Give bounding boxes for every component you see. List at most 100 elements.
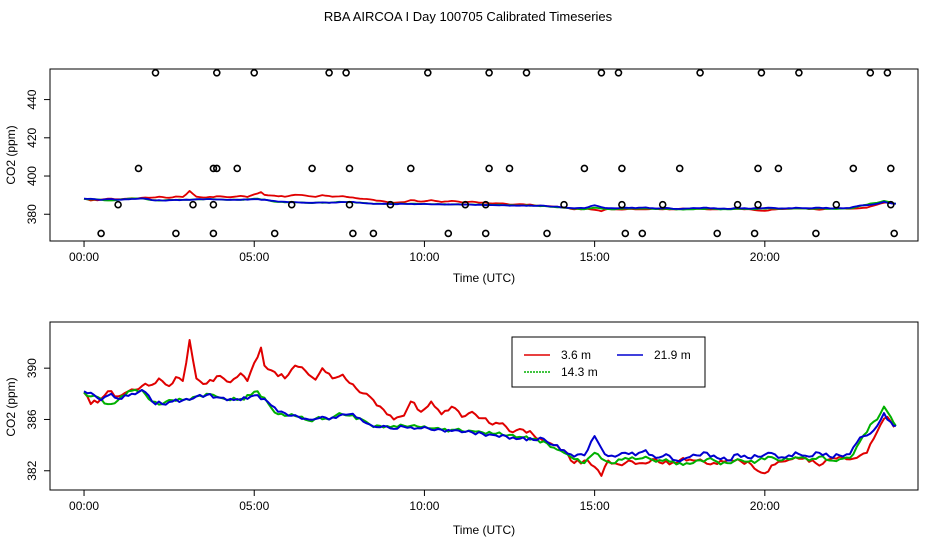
bottom-series-group [83, 339, 897, 477]
calibration-point [849, 164, 858, 173]
bottom-panel: 00:00 05:00 10:00 15:00 20:00 382 386 390 Time… [4, 321, 919, 537]
calibration-point [505, 164, 514, 173]
calibration-point [580, 164, 589, 173]
calibration-point [481, 229, 490, 238]
calibration-point [461, 200, 470, 209]
calibration-point [832, 200, 841, 209]
top-calibration-points [97, 69, 899, 238]
legend: 3.6 m 14.3 m 21.9 m [511, 336, 706, 388]
calibration-point [757, 69, 766, 77]
top-y-tick-label: 380 [25, 204, 39, 224]
calibration-point [560, 200, 568, 209]
calibration-point [597, 69, 606, 77]
calibration-point [213, 69, 221, 77]
calibration-point [614, 69, 623, 77]
calibration-point [754, 200, 762, 209]
top-y-tick-label: 440 [25, 89, 39, 109]
calibration-point [369, 229, 378, 238]
top-x-tick-label: 15:00 [580, 250, 610, 264]
chart-title: RBA AIRCOA I Day 100705 Calibrated Times… [324, 9, 613, 24]
top-x-tick-label: 05:00 [239, 250, 269, 264]
bottom-series-line-21-9-m [83, 389, 896, 463]
calibration-point [750, 229, 759, 238]
bottom-x-axis: 00:00 05:00 10:00 15:00 20:00 [69, 489, 780, 513]
calibration-point [134, 164, 143, 173]
calibration-point [754, 164, 762, 173]
bottom-y-tick-label: 390 [25, 358, 39, 378]
bottom-x-tick-label: 05:00 [239, 499, 269, 513]
calibration-point [481, 200, 490, 209]
top-x-tick-label: 10:00 [409, 250, 439, 264]
top-panel: 00:00 05:00 10:00 15:00 20:00 380 400 420 440 T… [4, 68, 919, 285]
top-x-axis-label: Time (UTC) [453, 271, 515, 285]
calibration-point [675, 164, 684, 173]
calibration-point [485, 164, 493, 173]
bottom-y-axis: 382 386 390 [25, 358, 51, 481]
top-x-axis: 00:00 05:00 10:00 15:00 20:00 [69, 240, 780, 264]
calibration-point [270, 229, 279, 238]
bottom-y-tick-label: 386 [25, 409, 39, 429]
calibration-point [485, 69, 493, 77]
calibration-point [213, 164, 221, 173]
calibration-point [522, 69, 531, 77]
calibration-point [172, 229, 180, 238]
calibration-point [97, 229, 105, 238]
calibration-point [349, 229, 357, 238]
top-series-group [83, 190, 897, 213]
calibration-point [114, 200, 122, 209]
bottom-x-tick-label: 15:00 [580, 499, 610, 513]
calibration-point [151, 69, 160, 77]
calibration-point [189, 200, 197, 209]
calibration-point [209, 164, 218, 173]
bottom-x-tick-label: 10:00 [409, 499, 439, 513]
calibration-point [345, 200, 354, 209]
bottom-series-line-3-6-m [83, 339, 896, 477]
calibration-point [342, 69, 350, 77]
calibration-point [345, 164, 354, 173]
bottom-y-axis-label: CO2 (ppm) [4, 377, 18, 436]
calibration-point [423, 69, 432, 77]
legend-label-14-3m: 14.3 m [561, 365, 598, 379]
calibration-point [812, 229, 820, 238]
calibration-point [406, 164, 415, 173]
top-plot-frame [49, 68, 919, 242]
top-y-axis: 380 400 420 440 [25, 89, 51, 224]
bottom-x-tick-label: 20:00 [750, 499, 780, 513]
legend-label-3-6m: 3.6 m [561, 348, 591, 362]
top-y-tick-label: 400 [25, 166, 39, 186]
calibration-point [774, 164, 783, 173]
calibration-point [638, 229, 647, 238]
calibration-point [325, 69, 333, 77]
bottom-y-tick-label: 382 [25, 460, 39, 480]
calibration-point [733, 200, 742, 209]
calibration-point [618, 200, 626, 209]
legend-box [511, 336, 706, 388]
calibration-point [386, 200, 395, 209]
top-x-tick-label: 00:00 [69, 250, 99, 264]
calibration-point [886, 200, 895, 209]
calibration-point [795, 69, 803, 77]
calibration-point [886, 164, 895, 173]
calibration-point [308, 164, 316, 173]
bottom-x-tick-label: 00:00 [69, 499, 99, 513]
calibration-point [618, 164, 626, 173]
calibration-point [444, 229, 453, 238]
top-y-axis-label: CO2 (ppm) [4, 125, 18, 184]
calibration-point [890, 229, 899, 238]
calibration-point [866, 69, 875, 77]
legend-label-21-9m: 21.9 m [654, 348, 691, 362]
calibration-point [287, 200, 296, 209]
calibration-point [233, 164, 241, 173]
calibration-point [696, 69, 704, 77]
calibration-point [658, 200, 667, 209]
bottom-x-axis-label: Time (UTC) [453, 523, 515, 537]
calibration-point [250, 69, 258, 77]
top-x-tick-label: 20:00 [750, 250, 780, 264]
calibration-point [713, 229, 722, 238]
calibration-point [543, 229, 551, 238]
calibration-point [621, 229, 630, 238]
top-y-tick-label: 420 [25, 127, 39, 147]
calibration-point [883, 69, 892, 77]
